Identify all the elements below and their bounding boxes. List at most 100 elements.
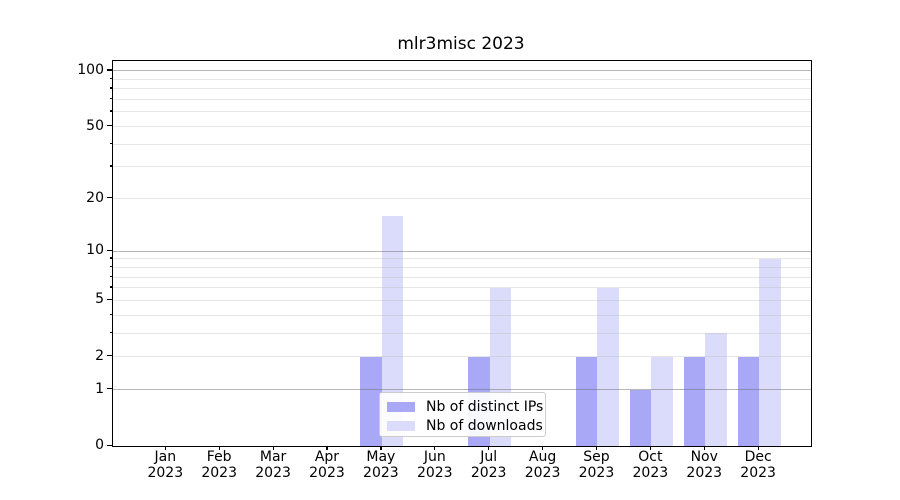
- y-tick-minor: [109, 77, 112, 80]
- y-tick-minor: [109, 257, 112, 259]
- y-tick-label: 10: [86, 242, 104, 259]
- x-tick: [380, 446, 382, 450]
- gridline-minor: [113, 258, 811, 260]
- x-tick-year: 2023: [416, 464, 453, 481]
- x-tick-month: Feb: [206, 449, 232, 465]
- y-tick-label: 5: [95, 291, 104, 308]
- x-tick-month: Dec: [744, 449, 772, 465]
- y-tick-minor: [109, 286, 112, 288]
- bar-downloads: [381, 215, 404, 446]
- legend-label: Nb of downloads: [426, 417, 543, 434]
- gridline-minor: [113, 287, 811, 289]
- bar-distinct-ips: [683, 356, 706, 446]
- x-tick: [595, 446, 598, 450]
- y-tick: [107, 444, 112, 446]
- y-tick-minor: [109, 142, 112, 144]
- x-tick-month: Jan: [154, 449, 177, 465]
- legend-row: Nb of distinct IPs: [380, 397, 545, 416]
- legend-label: Nb of distinct IPs: [426, 398, 544, 415]
- legend: Nb of distinct IPs Nb of downloads: [379, 392, 546, 437]
- x-tick: [488, 446, 490, 450]
- x-tick: [164, 446, 166, 450]
- chart-title: mlr3misc 2023: [397, 34, 525, 54]
- gridline-minor: [113, 99, 811, 101]
- y-tick-label: 20: [86, 189, 104, 206]
- x-tick-label: Apr 2023: [297, 449, 357, 481]
- bar-downloads: [597, 287, 620, 446]
- x-tick-year: 2023: [578, 464, 615, 481]
- x-tick-label: Jul 2023: [459, 449, 519, 481]
- gridline-major: [113, 250, 811, 252]
- y-tick-minor: [109, 275, 112, 277]
- y-tick-minor: [109, 98, 112, 100]
- y-tick-minor: [109, 110, 112, 112]
- x-tick-month: Jul: [480, 449, 498, 465]
- y-tick: [107, 197, 112, 199]
- x-tick-label: Feb 2023: [189, 449, 249, 481]
- bar-distinct-ips: [360, 356, 382, 446]
- gridline-minor: [113, 111, 811, 113]
- x-tick: [703, 446, 705, 450]
- x-tick-year: 2023: [524, 464, 561, 481]
- gridline-minor: [113, 276, 811, 278]
- x-tick-month: Sep: [583, 449, 610, 465]
- x-tick-label: Mar 2023: [243, 449, 303, 481]
- x-tick: [272, 446, 274, 450]
- y-tick-minor: [109, 165, 112, 167]
- x-tick-label: Oct 2023: [620, 449, 680, 481]
- x-tick: [434, 446, 436, 450]
- y-tick-label: 2: [95, 347, 104, 364]
- x-tick-month: Apr: [314, 449, 340, 465]
- x-tick-month: Jun: [423, 449, 446, 465]
- bar-distinct-ips: [575, 356, 598, 446]
- y-tick-minor: [109, 87, 112, 89]
- x-tick-month: May: [366, 449, 396, 465]
- x-tick-year: 2023: [363, 464, 399, 481]
- x-tick-month: Oct: [638, 449, 663, 465]
- y-tick: [107, 298, 112, 301]
- plot-area: [112, 60, 812, 447]
- gridline-minor: [113, 143, 811, 145]
- x-tick-label: Nov 2023: [674, 449, 734, 481]
- x-tick-label: Aug 2023: [513, 449, 573, 481]
- x-tick-label: Jun 2023: [405, 449, 465, 481]
- y-tick-minor: [109, 313, 112, 315]
- x-tick-label: Jan 2023: [135, 449, 195, 481]
- x-tick: [542, 446, 544, 450]
- x-tick-year: 2023: [740, 464, 776, 481]
- gridline-minor: [113, 88, 811, 90]
- gridline-minor: [113, 314, 811, 316]
- y-tick: [107, 125, 112, 127]
- bar-distinct-ips: [737, 356, 760, 446]
- x-tick-month: Aug: [528, 449, 557, 465]
- y-tick: [107, 249, 112, 251]
- x-tick-year: 2023: [470, 464, 507, 481]
- x-tick: [649, 446, 652, 450]
- x-tick-year: 2023: [255, 464, 291, 481]
- y-tick-label: 100: [77, 61, 104, 78]
- x-tick-year: 2023: [147, 464, 184, 481]
- gridline-major: [113, 70, 811, 72]
- x-tick-label: Sep 2023: [566, 449, 626, 481]
- gridline-minor: [113, 299, 811, 301]
- y-tick-label: 50: [86, 117, 104, 134]
- y-tick-label: 1: [95, 380, 104, 397]
- y-tick-label: 0: [95, 437, 104, 453]
- y-tick: [107, 388, 112, 390]
- gridline-minor: [113, 166, 811, 168]
- bar-distinct-ips: [629, 389, 652, 446]
- y-tick-minor: [109, 265, 112, 268]
- legend-swatch: [387, 401, 415, 412]
- bar-downloads: [651, 356, 673, 446]
- x-tick: [218, 446, 220, 450]
- legend-swatch: [387, 420, 415, 431]
- legend-row: Nb of downloads: [380, 416, 545, 435]
- y-tick-minor: [109, 331, 112, 334]
- x-tick: [326, 446, 328, 450]
- y-tick: [107, 355, 112, 357]
- gridline-minor: [113, 78, 811, 80]
- gridline-major: [113, 389, 811, 391]
- x-tick-year: 2023: [201, 464, 237, 481]
- x-tick-year: 2023: [632, 464, 669, 481]
